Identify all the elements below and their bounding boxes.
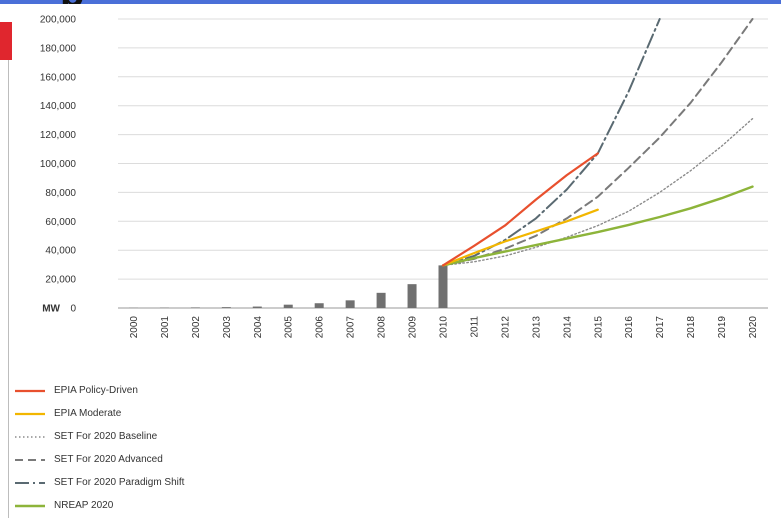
y-tick-label: 180,000 <box>40 43 77 54</box>
x-tick-label: 2010 <box>439 316 450 339</box>
historical-bars <box>128 265 448 308</box>
series-line <box>442 117 754 267</box>
x-tick-label: 2016 <box>624 316 635 339</box>
historical-bar <box>252 306 262 308</box>
historical-bar <box>438 265 448 308</box>
y-tick-label: 120,000 <box>40 130 77 141</box>
scenario-lines <box>441 18 754 267</box>
historical-bar <box>221 307 231 308</box>
y-tick-label: 200,000 <box>40 15 77 26</box>
y-tick-label: 160,000 <box>40 72 77 83</box>
series-line <box>442 18 661 267</box>
legend-swatch <box>15 412 45 416</box>
historical-bar <box>190 307 200 308</box>
legend-swatch <box>15 436 45 438</box>
x-tick-label: 2018 <box>686 316 697 339</box>
x-tick-label: 2019 <box>717 316 728 339</box>
top-color-band <box>0 0 781 4</box>
historical-bar <box>314 303 324 308</box>
historical-bar <box>345 300 355 308</box>
x-tick-label: 2000 <box>129 316 140 339</box>
x-tick-label: 2004 <box>253 316 264 339</box>
x-tick-label: 2017 <box>655 316 666 339</box>
x-tick-label: 2013 <box>531 316 542 339</box>
x-tick-label: 2014 <box>562 316 573 339</box>
y-tick-label: 100,000 <box>40 159 77 170</box>
legend-label: SET For 2020 Paradigm Shift <box>54 477 185 488</box>
x-tick-label: 2003 <box>222 316 233 339</box>
legend-swatch <box>15 459 45 461</box>
x-tick-label: 2007 <box>346 316 357 339</box>
left-vertical-rule <box>8 60 9 518</box>
legend-label: SET For 2020 Advanced <box>54 454 163 465</box>
slide-title-text: p <box>60 0 84 4</box>
y-tick-label: 0 <box>70 304 76 315</box>
y-tick-label: 140,000 <box>40 101 77 112</box>
historical-bar <box>283 304 293 308</box>
x-tick-label: 2006 <box>315 316 326 339</box>
x-tick-label: 2015 <box>593 316 604 339</box>
legend-swatch <box>15 482 45 484</box>
red-accent-tab <box>0 22 12 60</box>
series-line <box>441 208 599 267</box>
x-tick-label: 2011 <box>469 316 480 338</box>
historical-bar <box>407 284 417 308</box>
series-line <box>441 185 754 267</box>
series-line <box>442 18 754 267</box>
legend-swatch <box>15 504 45 508</box>
x-tick-label: 2001 <box>160 316 171 339</box>
y-unit-label: MW <box>42 304 60 315</box>
y-axis-tick-labels: 200,000 180,000 160,000 140,000 120,000 100,0… <box>40 15 77 315</box>
legend-label: EPIA Moderate <box>54 408 122 419</box>
x-tick-label: 2020 <box>748 316 759 339</box>
y-tick-label: 20,000 <box>45 275 76 286</box>
slide-title-fragment: p <box>60 0 560 4</box>
y-tick-label: 60,000 <box>45 217 76 228</box>
legend-label: NREAP 2020 <box>54 500 114 511</box>
x-tick-label: 2005 <box>284 316 295 339</box>
legend-label: EPIA Policy-Driven <box>54 385 138 396</box>
pv-capacity-chart: 200,000 180,000 160,000 140,000 120,000 100,0… <box>40 15 768 339</box>
x-tick-label: 2009 <box>408 316 419 339</box>
x-tick-label: 2008 <box>377 316 388 339</box>
x-tick-label: 2012 <box>500 316 511 339</box>
y-tick-label: 80,000 <box>45 188 76 199</box>
x-axis-tick-labels: 2000 2001 2002 2003 2004 2005 2006 2007 2008 2009… <box>129 316 759 339</box>
series-line <box>441 152 599 267</box>
legend-swatch <box>15 389 45 393</box>
legend-label: SET For 2020 Baseline <box>54 431 158 442</box>
historical-bar <box>376 292 386 308</box>
x-tick-label: 2002 <box>191 316 202 339</box>
y-tick-label: 40,000 <box>45 246 76 257</box>
